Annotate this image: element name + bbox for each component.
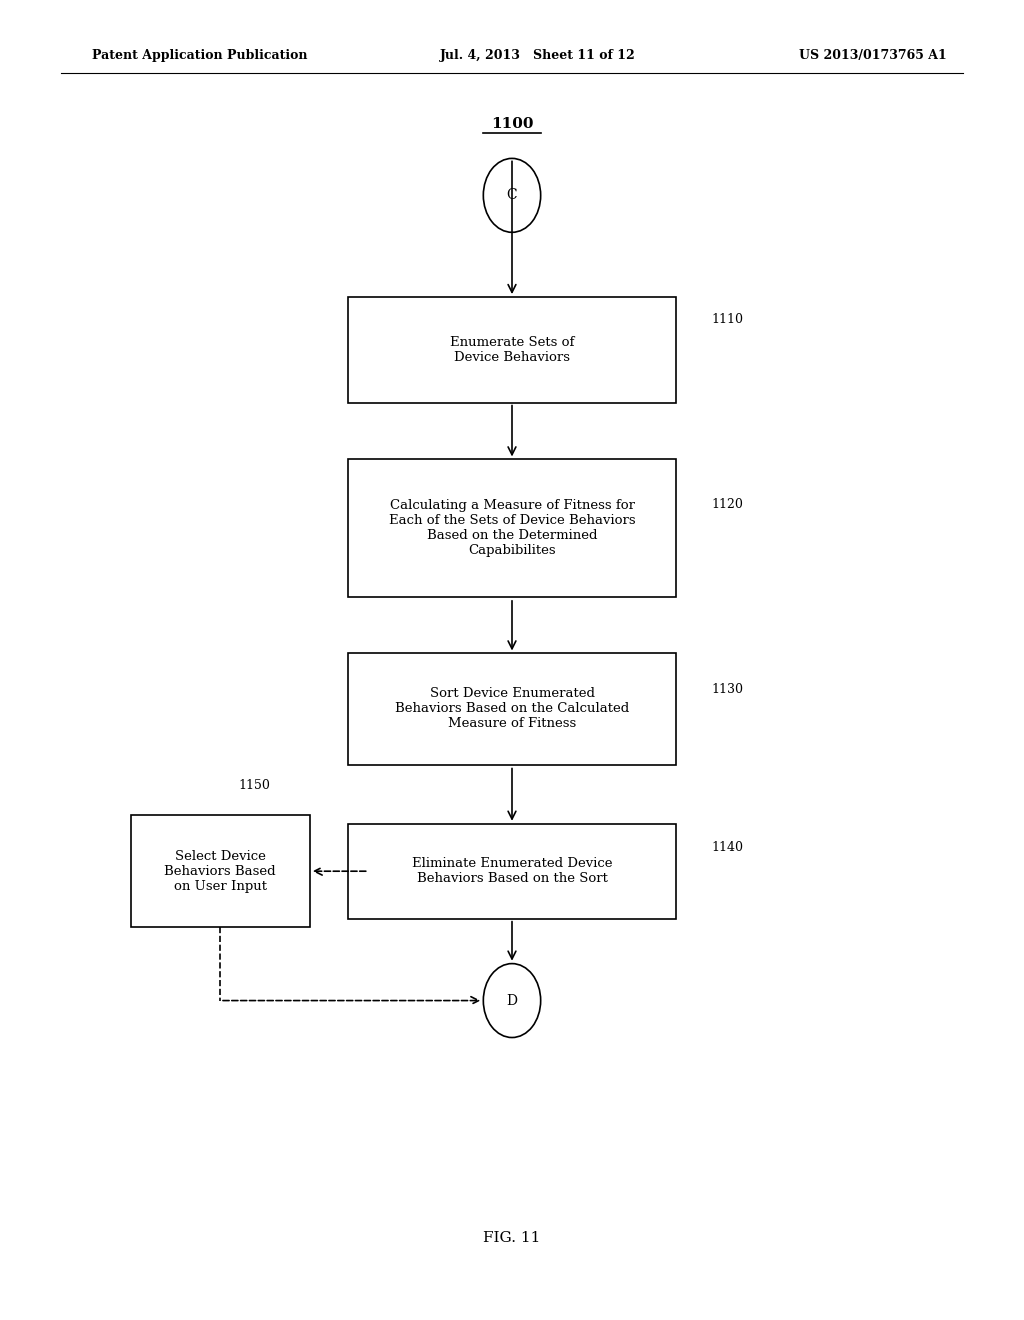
FancyBboxPatch shape	[131, 814, 309, 927]
FancyBboxPatch shape	[348, 652, 676, 764]
Text: 1110: 1110	[712, 313, 743, 326]
Text: Select Device
Behaviors Based
on User Input: Select Device Behaviors Based on User In…	[164, 850, 276, 892]
Text: 1120: 1120	[712, 498, 743, 511]
Text: FIG. 11: FIG. 11	[483, 1232, 541, 1245]
Text: C: C	[507, 189, 517, 202]
Text: Eliminate Enumerated Device
Behaviors Based on the Sort: Eliminate Enumerated Device Behaviors Ba…	[412, 857, 612, 886]
Text: 1130: 1130	[712, 682, 743, 696]
FancyBboxPatch shape	[348, 297, 676, 403]
Text: 1150: 1150	[239, 779, 270, 792]
Text: Sort Device Enumerated
Behaviors Based on the Calculated
Measure of Fitness: Sort Device Enumerated Behaviors Based o…	[395, 688, 629, 730]
Text: 1100: 1100	[490, 117, 534, 131]
Text: Jul. 4, 2013   Sheet 11 of 12: Jul. 4, 2013 Sheet 11 of 12	[440, 49, 636, 62]
FancyBboxPatch shape	[348, 824, 676, 919]
Text: Enumerate Sets of
Device Behaviors: Enumerate Sets of Device Behaviors	[450, 335, 574, 364]
Text: Calculating a Measure of Fitness for
Each of the Sets of Device Behaviors
Based : Calculating a Measure of Fitness for Eac…	[389, 499, 635, 557]
FancyBboxPatch shape	[348, 459, 676, 597]
Text: D: D	[507, 994, 517, 1007]
Text: 1140: 1140	[712, 841, 743, 854]
Text: Patent Application Publication: Patent Application Publication	[92, 49, 307, 62]
Text: US 2013/0173765 A1: US 2013/0173765 A1	[799, 49, 946, 62]
